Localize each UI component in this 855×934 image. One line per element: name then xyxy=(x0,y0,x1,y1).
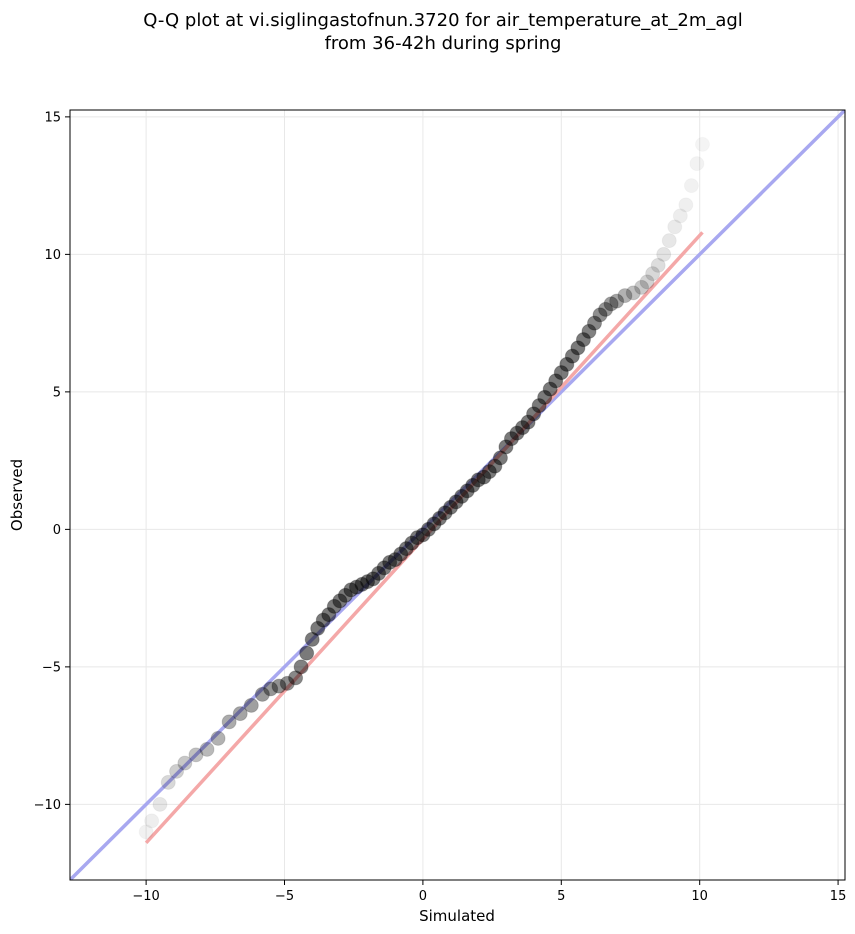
x-axis-ticks: −10 −5 0 5 10 15 xyxy=(132,880,846,904)
y-axis-label: Observed xyxy=(8,459,26,531)
data-point xyxy=(661,233,677,249)
x-tick-label: 15 xyxy=(830,889,847,904)
x-tick-label: −5 xyxy=(275,889,294,904)
data-point xyxy=(254,686,270,702)
data-point xyxy=(210,730,226,746)
data-point xyxy=(221,714,237,730)
data-point xyxy=(263,681,279,697)
data-point xyxy=(656,246,672,262)
y-axis-ticks: −10 −5 0 5 10 15 xyxy=(34,110,70,813)
data-point xyxy=(639,274,655,290)
y-tick-label: 5 xyxy=(53,385,61,400)
y-tick-label: −5 xyxy=(42,660,61,675)
y-tick-label: −10 xyxy=(34,798,61,813)
data-point xyxy=(695,137,710,152)
data-point xyxy=(673,208,688,223)
data-point xyxy=(152,796,168,812)
data-point xyxy=(139,824,154,839)
data-point xyxy=(650,257,666,273)
data-point xyxy=(678,197,693,212)
plot-frame xyxy=(69,109,846,881)
y-tick-label: 0 xyxy=(53,523,61,538)
grid-lines xyxy=(70,110,845,880)
data-point xyxy=(288,670,304,686)
data-point xyxy=(243,697,259,713)
data-point xyxy=(645,266,661,282)
data-point xyxy=(188,747,204,763)
data-point xyxy=(271,678,287,694)
data-point xyxy=(598,301,614,317)
data-point xyxy=(299,645,315,661)
data-point xyxy=(689,156,704,171)
data-point xyxy=(634,279,650,295)
data-point xyxy=(592,307,608,323)
y-tick-label: 15 xyxy=(44,110,61,125)
data-point xyxy=(232,706,248,722)
x-tick-label: 0 xyxy=(419,889,427,904)
data-point xyxy=(609,293,625,309)
data-point xyxy=(169,763,185,779)
chart-title-line2: from 36-42h during spring xyxy=(325,33,562,54)
data-point xyxy=(144,813,159,828)
data-point xyxy=(199,741,215,757)
data-point xyxy=(587,315,603,331)
x-tick-label: −10 xyxy=(132,889,159,904)
x-tick-label: 5 xyxy=(557,889,565,904)
data-point xyxy=(581,323,597,339)
data-point xyxy=(575,332,591,348)
x-tick-label: 10 xyxy=(691,889,708,904)
y-tick-label: 10 xyxy=(44,248,61,263)
data-point xyxy=(603,296,619,312)
data-point xyxy=(617,288,633,304)
data-point xyxy=(625,285,641,301)
chart-title-line1: Q-Q plot at vi.siglingastofnun.3720 for … xyxy=(143,10,743,31)
x-axis-label: Simulated xyxy=(419,907,495,925)
data-points xyxy=(139,137,710,839)
data-point xyxy=(684,178,699,193)
data-point xyxy=(279,675,295,691)
data-point xyxy=(293,659,309,675)
data-point xyxy=(667,219,682,234)
data-point xyxy=(160,774,176,790)
data-point xyxy=(177,755,193,771)
